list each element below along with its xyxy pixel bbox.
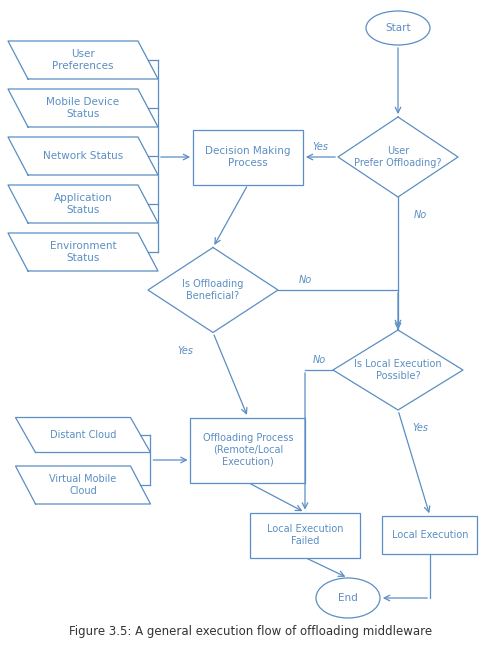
- Text: Network Status: Network Status: [43, 151, 123, 161]
- Text: Environment
Status: Environment Status: [50, 241, 116, 263]
- Bar: [193, 129, 303, 185]
- Text: Distant Cloud: Distant Cloud: [50, 430, 116, 440]
- Text: Local Execution
Failed: Local Execution Failed: [267, 524, 343, 546]
- Text: Application
Status: Application Status: [54, 193, 112, 214]
- Ellipse shape: [316, 578, 380, 618]
- Polygon shape: [8, 41, 158, 79]
- Polygon shape: [8, 89, 158, 127]
- Ellipse shape: [366, 11, 430, 45]
- Text: Local Execution: Local Execution: [392, 530, 468, 540]
- Bar: [250, 512, 360, 558]
- Bar: [190, 417, 306, 482]
- Polygon shape: [16, 417, 150, 452]
- Polygon shape: [8, 185, 158, 223]
- Polygon shape: [148, 248, 278, 333]
- Text: Yes: Yes: [177, 346, 193, 356]
- Text: User
Prefer Offloading?: User Prefer Offloading?: [354, 146, 442, 168]
- Bar: [382, 516, 477, 554]
- Text: Is Offloading
Beneficial?: Is Offloading Beneficial?: [182, 280, 243, 301]
- Text: Yes: Yes: [412, 423, 428, 433]
- Text: Figure 3.5: A general execution flow of offloading middleware: Figure 3.5: A general execution flow of …: [69, 625, 432, 638]
- Text: Start: Start: [385, 23, 411, 33]
- Text: Offloading Process
(Remote/Local
Execution): Offloading Process (Remote/Local Executi…: [203, 434, 293, 467]
- Polygon shape: [8, 137, 158, 175]
- Polygon shape: [16, 466, 150, 504]
- Polygon shape: [333, 330, 463, 410]
- Text: No: No: [299, 275, 312, 285]
- Text: No: No: [413, 210, 427, 220]
- Polygon shape: [338, 117, 458, 197]
- Text: End: End: [338, 593, 358, 603]
- Text: Decision Making
Process: Decision Making Process: [205, 146, 291, 168]
- Text: No: No: [313, 355, 326, 365]
- Polygon shape: [8, 233, 158, 271]
- Text: Mobile Device
Status: Mobile Device Status: [47, 98, 120, 119]
- Text: Is Local Execution
Possible?: Is Local Execution Possible?: [354, 359, 442, 381]
- Text: User
Preferences: User Preferences: [52, 49, 114, 71]
- Text: Virtual Mobile
Cloud: Virtual Mobile Cloud: [50, 474, 117, 496]
- Text: Yes: Yes: [313, 142, 329, 152]
